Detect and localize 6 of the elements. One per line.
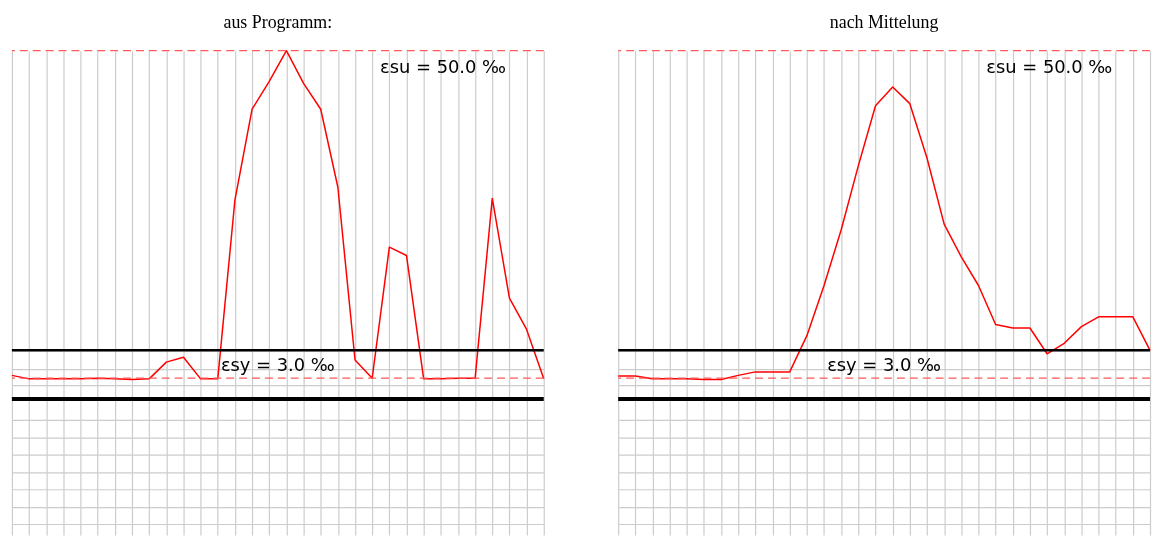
chart-title: aus Programm: xyxy=(223,12,333,33)
ref-line-label: εsy = 3.0 ‰ xyxy=(220,354,335,376)
ref-line-label: εsy = 3.0 ‰ xyxy=(827,354,942,376)
ref-line-label: εsu = 50.0 ‰ xyxy=(986,55,1113,77)
ref-line-label: εsu = 50.0 ‰ xyxy=(380,55,507,77)
chart-title: nach Mittelung xyxy=(829,12,939,33)
